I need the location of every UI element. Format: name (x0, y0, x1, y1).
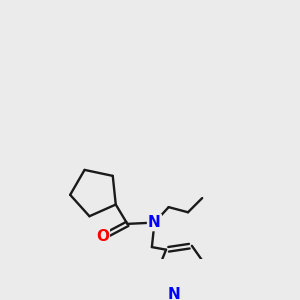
Text: N: N (148, 215, 161, 230)
Text: O: O (96, 229, 109, 244)
Text: N: N (167, 287, 180, 300)
